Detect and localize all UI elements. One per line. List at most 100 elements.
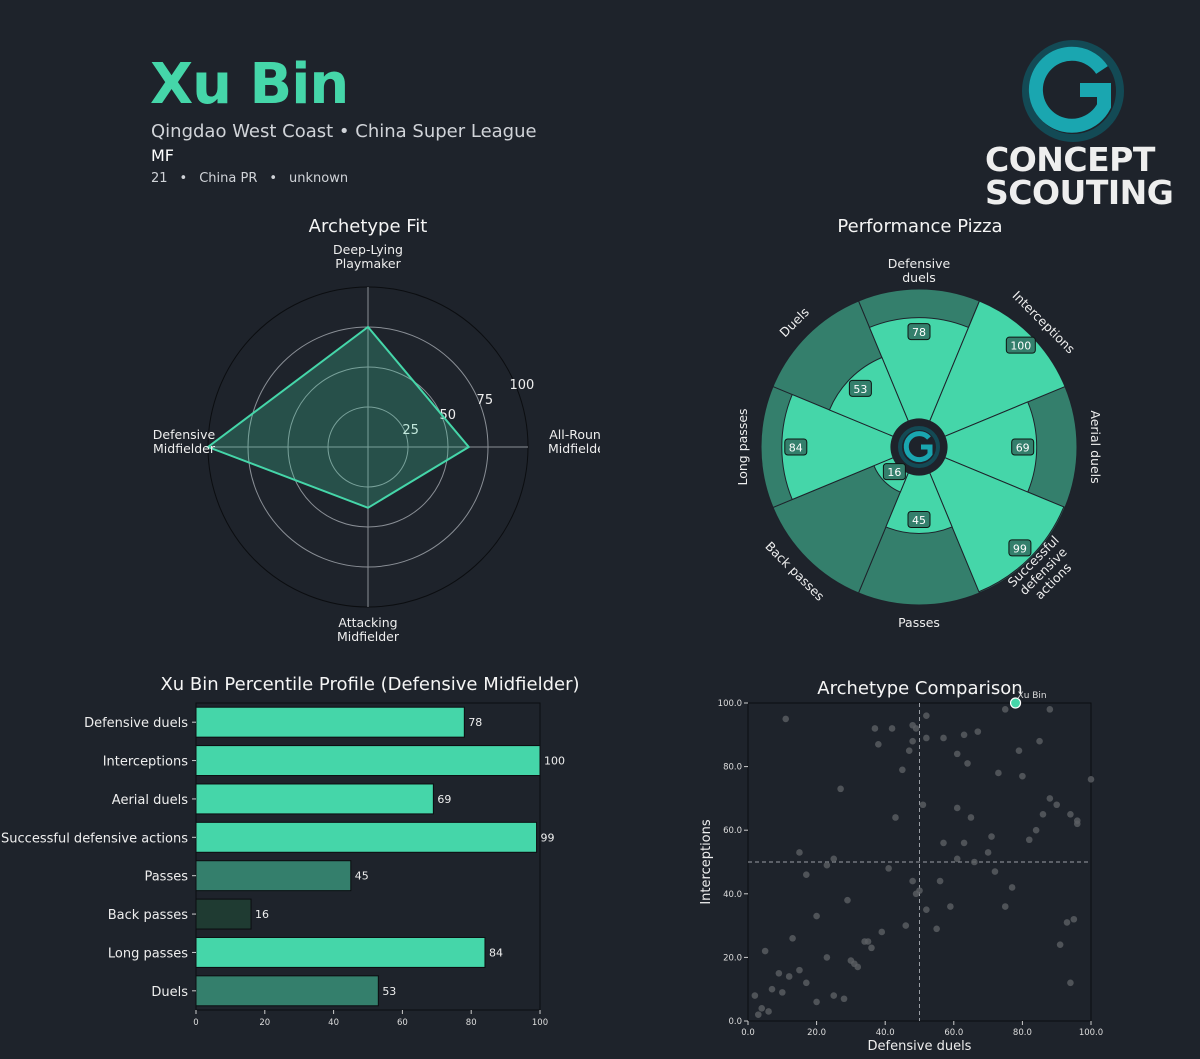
pizza-value-badge — [907, 511, 931, 528]
bar-category-label: Successful defensive actions — [1, 831, 188, 846]
separator-dot: • — [179, 171, 188, 186]
scatter-point — [1025, 836, 1033, 844]
scatter-y-tick-label: 40.0 — [723, 890, 742, 900]
logo-wordmark: CONCEPT SCOUTING — [985, 140, 1174, 212]
radar-ring-tick-label: 25 — [402, 423, 419, 438]
bar-category-label: Long passes — [108, 946, 188, 961]
scatter-point — [899, 766, 906, 774]
scatter-point — [919, 801, 927, 809]
player-foot: unknown — [289, 171, 349, 186]
scatter-point — [960, 731, 968, 739]
pizza-category-label-group: Duels — [776, 304, 812, 340]
scatter-point — [765, 1008, 772, 1015]
scatter-y-tick-label: 60.0 — [723, 826, 742, 836]
pizza-category-label: Duels — [776, 304, 812, 340]
bar — [195, 783, 434, 815]
bar-category-label: Passes — [144, 870, 188, 885]
scatter-point — [971, 858, 978, 866]
scatter-point — [847, 957, 855, 964]
scatter-point — [1001, 903, 1009, 910]
pizza-value-badge — [1008, 539, 1032, 557]
bar-value-label: 99 — [541, 831, 555, 844]
bar-category-label: Interceptions — [103, 755, 189, 770]
bar-x-tick-label: 0 — [193, 1018, 198, 1028]
scatter-point — [779, 989, 786, 996]
radar-axis-label: All-RoundMidfielder — [548, 427, 600, 456]
scatter-point — [864, 938, 872, 945]
pizza-center-g-icon — [903, 431, 933, 463]
scatter-y-tick-label: 20.0 — [723, 953, 742, 963]
scatter-point — [830, 855, 838, 863]
scatter-x-tick-label: 0.0 — [741, 1028, 755, 1038]
pizza-value-badge — [848, 379, 872, 397]
scatter-point — [1073, 817, 1081, 824]
scatter-point — [953, 750, 961, 758]
pizza-value-badge — [1011, 438, 1035, 456]
radar-axis-label: Defensive Midfielder — [153, 427, 216, 456]
bar-x-tick-label: 100 — [532, 1018, 548, 1028]
pizza-category-label: Passes — [898, 615, 940, 630]
bar — [195, 898, 252, 930]
bar-chart-title: Xu Bin Percentile Profile (Defensive Mid… — [160, 674, 580, 695]
scatter-point — [923, 712, 930, 720]
bar-value-label: 45 — [355, 870, 369, 883]
scatter-point — [1039, 811, 1047, 818]
scatter-point — [813, 912, 820, 920]
separator-dot: • — [269, 171, 278, 186]
bar — [195, 860, 352, 892]
scatter-point — [905, 747, 913, 754]
scatter-point — [947, 903, 954, 910]
scatter-x-axis-label: Defensive duels — [868, 1039, 972, 1054]
scatter-point — [974, 728, 982, 735]
scatter-point — [871, 725, 879, 732]
scatter-point — [813, 998, 820, 1006]
pizza-value-label: 99 — [1013, 542, 1027, 555]
scatter-point — [1046, 706, 1054, 713]
player-nationality: China PR — [199, 171, 258, 186]
bar-value-label: 84 — [489, 946, 503, 959]
pizza-category-label-group: Aerial duels — [1088, 410, 1103, 483]
scatter-y-tick-label: 100.0 — [718, 699, 742, 709]
pizza-value-label: 53 — [853, 383, 867, 396]
scatter-point — [1036, 737, 1043, 745]
scatter-point — [830, 992, 838, 999]
scatter-point — [803, 871, 810, 879]
pizza-category-label: Defensive duels — [888, 256, 951, 285]
scatter-point — [1008, 884, 1016, 891]
pizza-value-badge — [882, 463, 906, 481]
scatter-point — [840, 995, 848, 1003]
bar — [195, 936, 486, 968]
pizza-value-label: 69 — [1016, 442, 1030, 455]
club-league-line: Qingdao West Coast • China Super League — [151, 121, 537, 142]
scatter-point — [885, 865, 892, 872]
scatter-point — [991, 868, 999, 875]
scatter-point — [888, 725, 896, 732]
radar-ring-tick-label: 75 — [477, 393, 494, 408]
pizza-category-label: Aerial duels — [1088, 410, 1103, 483]
logo-line-2: SCOUTING — [985, 173, 1174, 212]
percentile-bar-chart: 78 Defensive duels 100 Interceptions 69 Aeria… — [1, 702, 565, 1028]
player-name: Xu Bin — [150, 52, 349, 117]
scatter-point — [1032, 826, 1040, 834]
pizza-category-label-group: Defensive duels — [888, 256, 951, 285]
bar-category-label: Defensive duels — [84, 716, 188, 731]
scatter-highlight-point — [1009, 697, 1022, 709]
bar — [195, 706, 465, 738]
scatter-point — [1046, 795, 1054, 802]
scatter-point — [796, 966, 803, 974]
logo-line-1: CONCEPT — [985, 140, 1155, 179]
scatter-point — [909, 877, 916, 885]
scatter-point — [964, 760, 971, 767]
pizza-value-badge — [1005, 336, 1036, 354]
scatter-y-tick-label: 80.0 — [723, 763, 742, 773]
scatter-point — [1070, 915, 1078, 923]
pizza-title: Performance Pizza — [837, 216, 1003, 237]
scatter-point — [984, 849, 992, 856]
scatter-point — [768, 985, 776, 993]
scatter-point — [761, 947, 769, 955]
scatter-point — [1063, 919, 1071, 926]
pizza-value-label: 16 — [887, 466, 901, 479]
pizza-center-ring — [898, 426, 940, 468]
bar — [195, 975, 379, 1007]
pizza-value-label: 100 — [1010, 340, 1031, 353]
